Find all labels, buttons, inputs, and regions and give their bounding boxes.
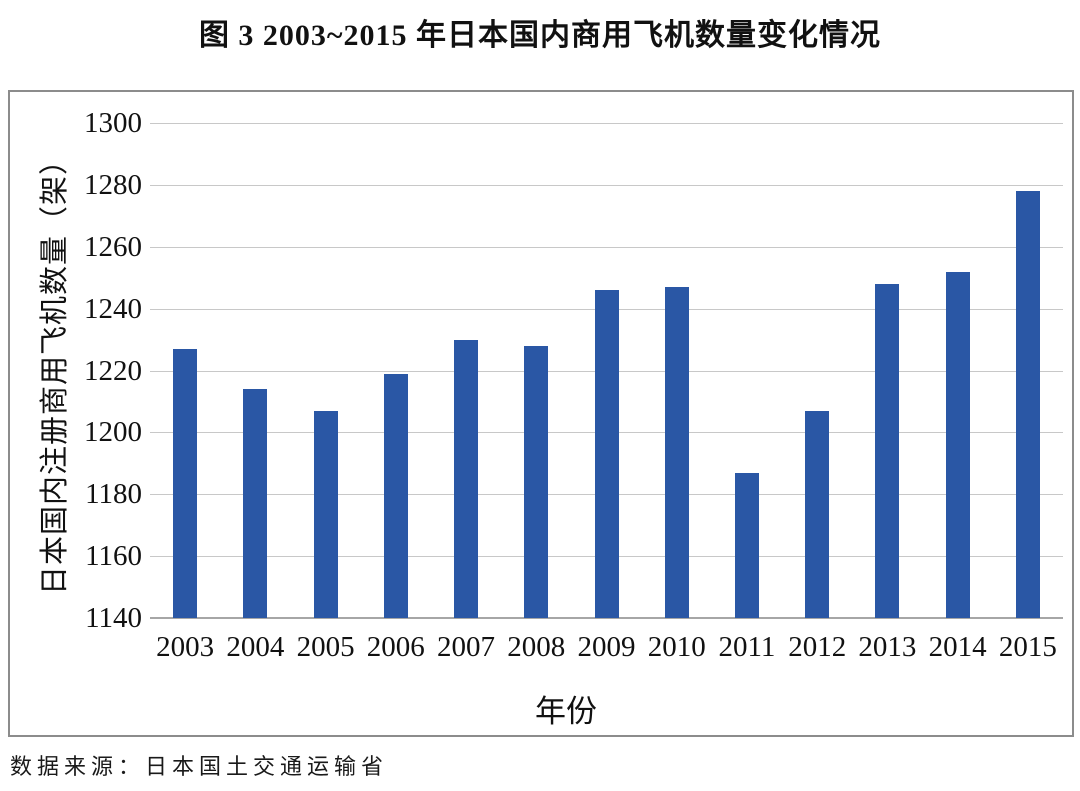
x-tick-label-2012: 2012: [788, 631, 847, 663]
x-tick-label-2005: 2005: [296, 631, 355, 663]
x-tick-label-2004: 2004: [226, 631, 285, 663]
x-axis-line: [150, 617, 1063, 619]
y-axis-title: 日本国内注册商用飞机数量（架）: [39, 144, 71, 596]
y-tick-label-1260: 1260: [84, 230, 142, 263]
bar-2014: [945, 271, 970, 618]
bar-2015: [1015, 191, 1040, 618]
gridline: [150, 246, 1063, 248]
x-tick-label-2015: 2015: [998, 631, 1057, 663]
bar-2007: [454, 339, 479, 618]
bar-2011: [734, 472, 759, 618]
x-tick-label-2007: 2007: [437, 631, 496, 663]
y-tick-label-1240: 1240: [84, 292, 142, 325]
x-tick-label-2003: 2003: [156, 631, 215, 663]
y-tick-label-1160: 1160: [85, 540, 142, 573]
bar-2006: [383, 373, 408, 618]
bar-2008: [524, 345, 549, 618]
bar-2012: [805, 410, 830, 618]
gridline: [150, 123, 1063, 124]
y-tick-label-1200: 1200: [84, 416, 142, 449]
y-tick-label-1180: 1180: [85, 478, 142, 511]
x-axis-title: 年份: [535, 694, 597, 729]
bar-2013: [875, 283, 900, 618]
figure-title: 图 3 2003~2015 年日本国内商用飞机数量变化情况: [198, 19, 882, 52]
x-tick-label-2014: 2014: [928, 631, 987, 663]
bar-2009: [594, 290, 619, 618]
gridline: [150, 184, 1063, 186]
x-tick-label-2010: 2010: [647, 631, 706, 663]
data-source-note: 数据来源：日本国土交通运输省: [10, 754, 389, 779]
y-tick-label-1140: 1140: [85, 602, 142, 634]
y-tick-label-1300: 1300: [84, 107, 142, 139]
bar-2010: [664, 286, 689, 618]
bar-2003: [173, 348, 198, 618]
y-tick-label-1220: 1220: [84, 354, 142, 387]
bar-2004: [243, 389, 268, 618]
x-tick-label-2011: 2011: [718, 631, 776, 663]
y-tick-label-1280: 1280: [84, 168, 142, 201]
x-tick-label-2006: 2006: [366, 631, 425, 663]
x-tick-label-2009: 2009: [577, 631, 636, 663]
x-tick-label-2013: 2013: [858, 631, 917, 663]
x-tick-label-2008: 2008: [507, 631, 566, 663]
bar-2005: [313, 410, 338, 618]
